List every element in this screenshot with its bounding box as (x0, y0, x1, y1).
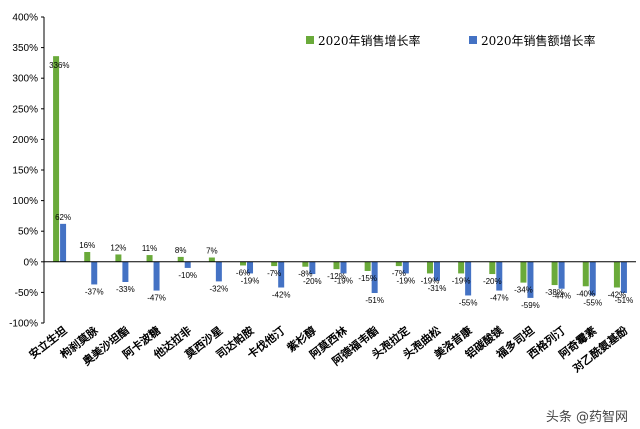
y-tick-label: -100% (9, 319, 38, 330)
data-label: 336% (49, 61, 69, 70)
bar-sales-amount-growth (620, 261, 627, 294)
data-label: -47% (490, 294, 509, 303)
data-label: -7% (392, 269, 406, 278)
y-tick-label: 150% (12, 166, 38, 177)
bar-sales-growth (177, 256, 184, 262)
bar-sales-growth (302, 261, 309, 267)
bar-sales-growth (115, 254, 122, 262)
bar-sales-amount-growth (433, 261, 440, 281)
data-label: -31% (428, 284, 447, 293)
data-label: -47% (147, 294, 166, 303)
data-label: -42% (608, 291, 627, 300)
bar-sales-growth (489, 261, 496, 275)
data-label: -51% (615, 296, 634, 305)
bar-sales-growth (426, 261, 433, 274)
bar-sales-amount-growth (340, 261, 347, 274)
y-tick-label: 200% (12, 135, 38, 146)
data-label: -32% (210, 284, 229, 293)
data-label: -19% (334, 276, 353, 285)
bar-sales-amount-growth (309, 261, 316, 275)
bar-sales-amount-growth (215, 261, 222, 282)
data-label: -19% (421, 276, 440, 285)
bar-sales-amount-growth (558, 261, 565, 289)
data-label: -19% (241, 276, 260, 285)
data-label: -34% (514, 286, 533, 295)
bar-sales-growth (364, 261, 371, 271)
y-tick-label: 300% (12, 74, 38, 85)
bar-sales-amount-growth (91, 261, 98, 285)
bar-sales-amount-growth (465, 261, 472, 296)
bar-sales-amount-growth (153, 261, 160, 291)
y-tick-label: 350% (12, 43, 38, 54)
data-label: -38% (545, 288, 564, 297)
bar-sales-growth (240, 261, 247, 266)
data-label: -6% (236, 268, 250, 277)
legend-label-sales: 2020年销售额增长率 (481, 33, 596, 48)
data-label: -42% (272, 291, 291, 300)
data-label: -20% (303, 277, 322, 286)
x-axis: 安立生坦枸刹莫脉奥美沙坦酯阿卡波糖他达拉非莫西沙星司达帕胺卡伐他汀紫杉醇阿莫西林… (26, 323, 631, 375)
data-label: -19% (452, 276, 471, 285)
data-label: -40% (576, 289, 595, 298)
y-tick-label: -50% (15, 288, 38, 299)
data-label: -51% (365, 296, 384, 305)
bar-sales-growth (333, 261, 340, 270)
y-tick-label: 0% (24, 257, 39, 268)
data-label: -33% (116, 285, 135, 294)
data-label: -37% (85, 287, 104, 296)
bar-sales-growth (84, 252, 91, 262)
data-label: -55% (459, 298, 478, 307)
bar-sales-amount-growth (589, 261, 596, 296)
y-tick-label: 100% (12, 196, 38, 207)
data-label: 7% (206, 247, 218, 256)
bar-sales-amount-growth (496, 261, 503, 291)
bar-sales-growth (613, 261, 620, 288)
data-labels: 336%16% 12% 11% 8% 7%-6% -7% -8% -12% -15%-7%-19… (49, 61, 633, 310)
bar-sales-growth (146, 255, 153, 262)
bar-sales-growth (271, 261, 278, 267)
bar-sales-amount-growth (278, 261, 285, 288)
bar-sales-growth (395, 261, 402, 267)
y-tick-label: 50% (18, 227, 38, 238)
data-label: 12% (110, 243, 126, 252)
data-label: -20% (483, 277, 502, 286)
bar-sales-amount-growth (402, 261, 409, 274)
data-label: -15% (358, 274, 377, 283)
bar-sales-growth (53, 56, 60, 262)
data-label: 11% (142, 244, 157, 253)
bar-sales-growth (582, 261, 589, 287)
legend-swatch-sales (469, 36, 477, 44)
data-label: 16% (79, 241, 95, 250)
bar-sales-amount-growth (371, 261, 378, 294)
bar-sales-growth (520, 261, 527, 283)
bar-sales-amount-growth (247, 261, 254, 274)
bar-sales-amount-growth (122, 261, 129, 282)
bars (53, 56, 627, 298)
bar-sales-amount-growth (60, 223, 67, 262)
bar-sales-amount-growth (527, 261, 534, 298)
data-label: -10% (178, 271, 197, 280)
legend-label-growth: 2020年销售增长率 (318, 33, 421, 48)
bar-sales-growth (208, 257, 215, 262)
data-label: 8% (175, 246, 187, 255)
bar-sales-growth (551, 261, 558, 286)
y-axis: -100% -50% 0% 50% 100% 150% 200% 250% 300% 350% 40… (9, 13, 44, 330)
legend: 2020年销售增长率 2020年销售额增长率 (306, 33, 596, 48)
data-label: -55% (583, 298, 602, 307)
bar-sales-amount-growth (184, 261, 191, 268)
bar-sales-growth (458, 261, 465, 274)
data-label: -59% (521, 301, 540, 310)
data-label: -44% (552, 292, 571, 301)
legend-swatch-growth (306, 36, 314, 44)
y-tick-label: 250% (12, 104, 38, 115)
data-label: -12% (327, 272, 346, 281)
data-label: -19% (396, 276, 415, 285)
y-tick-label: 400% (12, 13, 38, 24)
data-label: -8% (298, 270, 312, 279)
watermark: 头条 @药智网 (546, 409, 628, 425)
data-label: 62% (55, 213, 71, 222)
axes (43, 17, 636, 323)
data-label: -7% (267, 269, 281, 278)
